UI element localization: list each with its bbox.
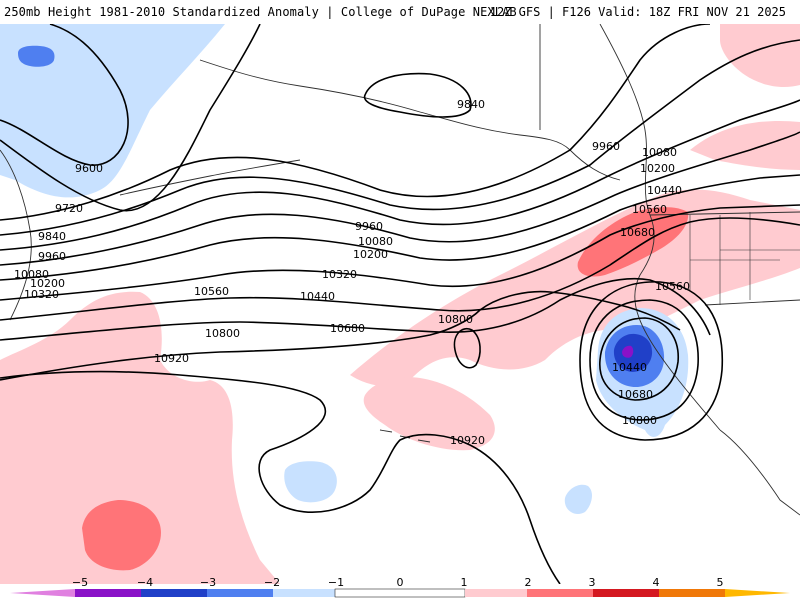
hawaii-islands <box>379 429 431 443</box>
contour-label: 9720 <box>55 202 83 215</box>
anomaly-area-neg2-bering <box>18 45 55 67</box>
colorbar-tick: −5 <box>71 576 89 589</box>
contour-10560 <box>0 217 800 321</box>
colorbar-tick: 3 <box>588 576 596 589</box>
colorbar-segment <box>141 589 207 597</box>
contour-label: 10680 <box>620 226 655 239</box>
colorbar-tick: −1 <box>327 576 345 589</box>
contour-label: 10080 <box>642 146 677 159</box>
contour-10440 <box>0 204 800 301</box>
height-anomaly-map: 9600 9720 9840 9840 9960 9960 9960 10080… <box>0 24 800 584</box>
contour-10200 <box>0 131 800 266</box>
contour-label: 10320 <box>24 288 59 301</box>
anomaly-area-pos1-westpac <box>0 291 280 584</box>
contour-9840-ring <box>363 72 472 118</box>
contour-10800-closed <box>453 328 481 369</box>
anomaly-area-pos2-west <box>82 500 161 571</box>
contour-label: 10560 <box>632 203 667 216</box>
colorbar-arrow-left <box>10 589 75 597</box>
anomaly-colorbar: −5 −4 −3 −2 −1 0 1 2 3 4 5 <box>0 576 800 600</box>
contour-label: 10680 <box>330 322 365 335</box>
contour-label: 10200 <box>353 248 388 261</box>
contour-label: 10440 <box>647 184 682 197</box>
anomaly-area-neg4-low <box>622 345 634 358</box>
contour-label: 10320 <box>322 268 357 281</box>
contour-label: 10800 <box>205 327 240 340</box>
contour-label: 10560 <box>655 280 690 293</box>
anomaly-area-pos1-bc <box>690 120 800 170</box>
colorbar-tick: 2 <box>524 576 532 589</box>
contour-9840 <box>0 24 711 221</box>
anomaly-area-neg1-bering <box>0 24 225 198</box>
contour-labels: 9600 9720 9840 9840 9960 9960 9960 10080… <box>14 98 690 447</box>
colorbar-tick: −3 <box>199 576 217 589</box>
contour-label: 10440 <box>612 361 647 374</box>
contour-label: 9960 <box>38 250 66 263</box>
anomaly-area-neg1-small1 <box>284 461 337 503</box>
contour-label: 10920 <box>154 352 189 365</box>
anomaly-area-pos2-offshore <box>577 207 689 277</box>
colorbar-tick: 1 <box>460 576 468 589</box>
contour-low-10440 <box>599 317 679 401</box>
header-bar: 250mb Height 1981-2010 Standardized Anom… <box>0 0 800 24</box>
contour-label: 10800 <box>622 414 657 427</box>
height-contours <box>0 24 800 584</box>
contour-label: 9840 <box>457 98 485 111</box>
colorbar-segment <box>273 589 335 597</box>
anomaly-area-pos1-pacific <box>350 189 800 387</box>
colorbar-tick: −2 <box>263 576 281 589</box>
colorbar-segment <box>207 589 273 597</box>
contour-10920 <box>0 370 561 584</box>
map-title: 250mb Height 1981-2010 Standardized Anom… <box>4 5 517 19</box>
contour-10080 <box>0 99 800 251</box>
contour-9600 <box>0 24 129 166</box>
contour-label: 10920 <box>450 434 485 447</box>
contour-9960 <box>0 39 800 236</box>
colorbar-segment <box>75 589 141 597</box>
state-lines <box>689 212 800 305</box>
anomaly-area-pos1-hawaii <box>363 377 495 451</box>
colorbar-tick: −4 <box>136 576 154 589</box>
contour-label: 10440 <box>300 290 335 303</box>
contour-label: 10200 <box>640 162 675 175</box>
contour-label: 9960 <box>355 220 383 233</box>
contour-label: 9840 <box>38 230 66 243</box>
contour-label: 10680 <box>618 388 653 401</box>
kamchatka-coast <box>0 149 32 321</box>
colorbar-arrow-right <box>725 589 790 597</box>
contour-label: 9600 <box>75 162 103 175</box>
contour-label: 10200 <box>30 277 65 290</box>
contour-10320 <box>0 174 800 281</box>
alaska-coastline <box>199 59 621 181</box>
colorbar-segment <box>659 589 725 597</box>
contour-label: 10080 <box>14 268 49 281</box>
contour-low-10680 <box>579 281 724 441</box>
aleutian-islands <box>119 159 301 196</box>
colorbar-tick: 5 <box>716 576 724 589</box>
colorbar-segment <box>465 589 527 597</box>
colorbar-segment <box>593 589 659 597</box>
colorbar-segment <box>334 588 466 598</box>
model-valid-time: 12Z GFS | F126 Valid: 18Z FRI NOV 21 202… <box>489 5 786 19</box>
contour-low-10560 <box>589 299 699 421</box>
anomaly-area-neg1-small2 <box>564 484 592 515</box>
canada-coast <box>599 24 721 431</box>
contour-label: 9960 <box>592 140 620 153</box>
us-mexico-border <box>704 299 800 306</box>
contour-9720 <box>0 24 261 212</box>
colorbar-tick: 4 <box>652 576 660 589</box>
contour-10800 <box>0 290 681 381</box>
baja-mexico-coast <box>719 429 800 516</box>
colorbar-segment <box>527 589 593 597</box>
anomaly-area-pos1-canada <box>720 24 800 87</box>
colorbar-tick: 0 <box>396 576 404 589</box>
contour-10680 <box>0 277 711 341</box>
contour-label: 10080 <box>358 235 393 248</box>
contour-label: 10800 <box>438 313 473 326</box>
contour-label: 10560 <box>194 285 229 298</box>
